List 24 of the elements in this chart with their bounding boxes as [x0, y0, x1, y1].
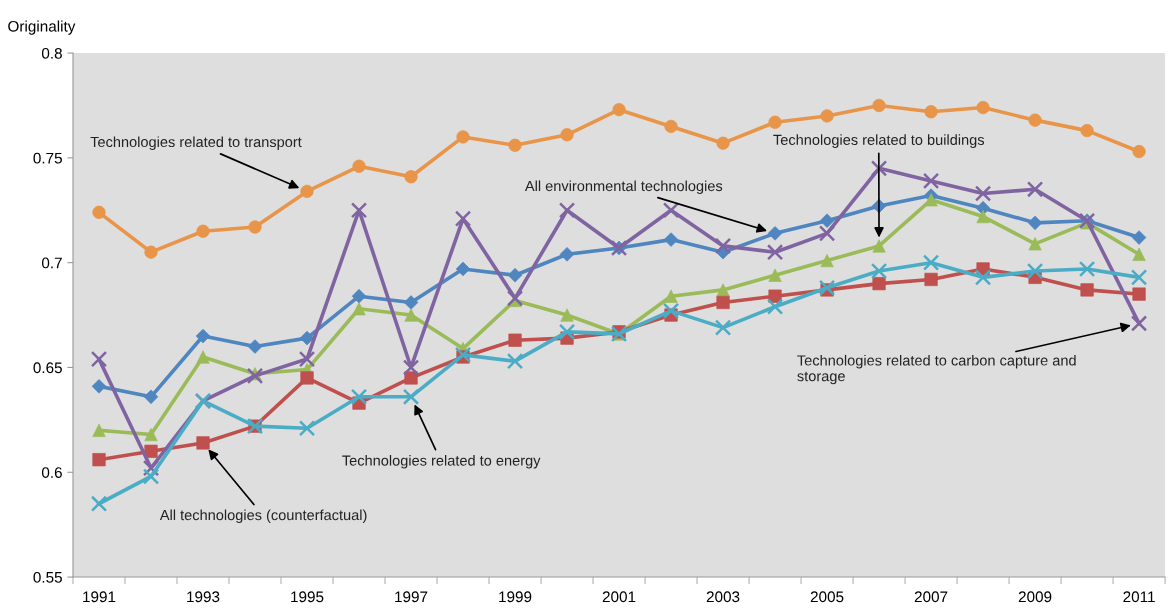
x-tick-label: 2005	[810, 591, 844, 603]
y-tick-label: 0.6	[41, 467, 62, 478]
x-tick-label: 1997	[395, 591, 428, 603]
text: Technologies related to energy	[342, 454, 541, 469]
x-tick-label: 1993	[187, 591, 220, 603]
x-tick-label: 1991	[83, 591, 116, 603]
text: Technologies related to transport	[90, 136, 302, 150]
text: All technologies (counterfactual)	[159, 509, 367, 524]
x-tick-label: 2007	[914, 591, 948, 603]
x-tick-label: 2001	[602, 591, 636, 603]
y-tick-label: 0.7	[41, 257, 62, 269]
x-tick-label: 2003	[706, 591, 740, 603]
x-tick-label: 1995	[291, 591, 324, 603]
text: All environmental technologies	[524, 180, 723, 195]
x-tick-label: 2009	[1018, 591, 1052, 603]
y-tick-label: 0.65	[33, 362, 62, 374]
text: Technologies related to carbon capture and storage	[797, 354, 1076, 385]
y-axis-title: Originality	[8, 20, 76, 35]
y-tick-label: 0.55	[33, 571, 62, 583]
y-tick-label: 0.8	[41, 47, 62, 59]
x-tick-label: 1999	[499, 591, 532, 603]
x-tick-label: 2011	[1123, 591, 1155, 603]
y-tick-label: 0.75	[33, 152, 62, 164]
text: Technologies related to buildings	[773, 134, 985, 148]
